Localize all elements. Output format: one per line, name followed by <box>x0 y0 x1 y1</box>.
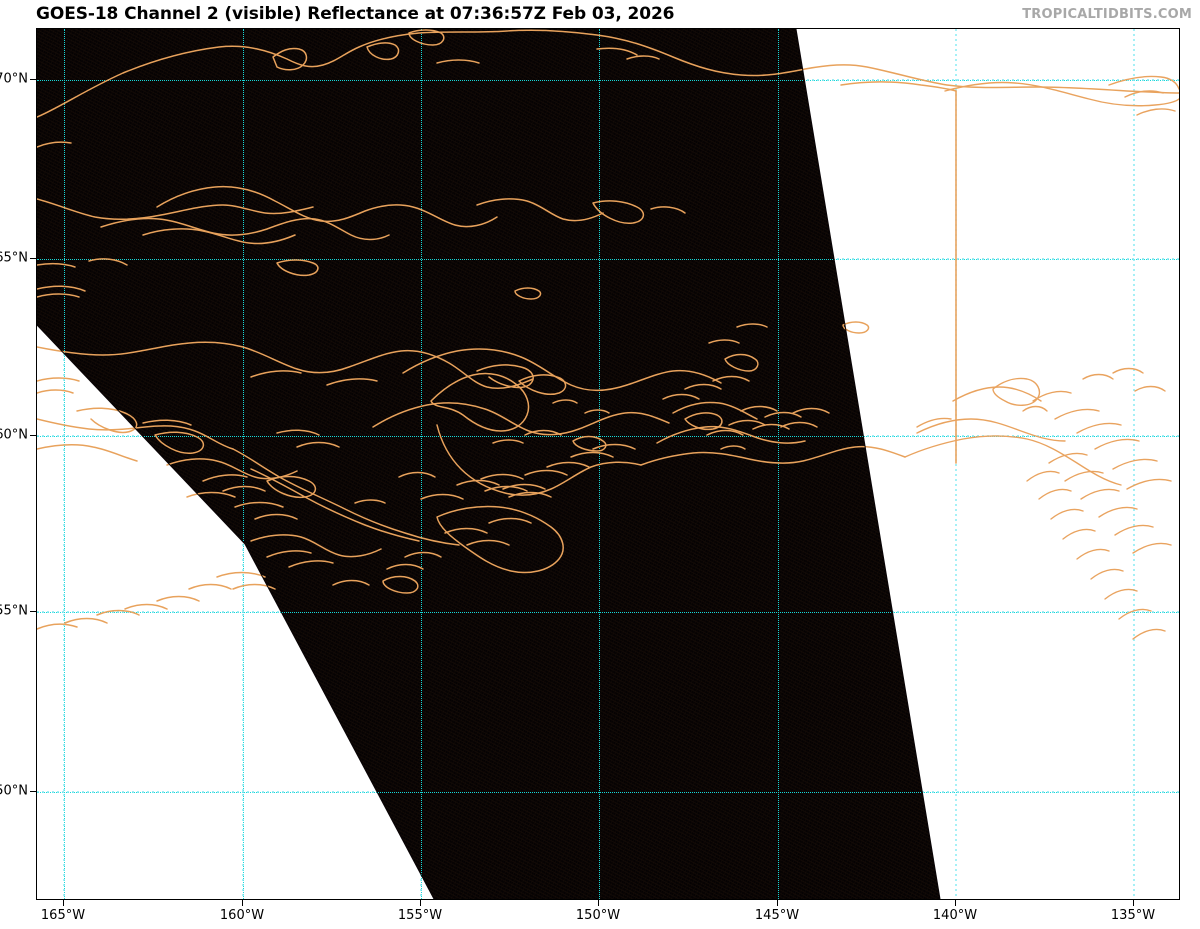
y-axis-label-70n: 70°N <box>0 71 28 87</box>
y-tick <box>30 611 36 612</box>
x-axis-label-160w: 160°W <box>219 908 265 923</box>
gridline-lon-160 <box>243 29 244 899</box>
y-tick <box>30 79 36 80</box>
x-tick <box>777 900 778 906</box>
terminator-line <box>37 29 941 899</box>
gridline-lat-50 <box>37 792 1179 793</box>
x-tick <box>955 900 956 906</box>
map-plot-area[interactable] <box>36 28 1180 900</box>
coastline-overlay <box>37 29 1179 640</box>
gridline-lon-155 <box>421 29 422 899</box>
y-axis-label-55n: 55°N <box>0 603 28 619</box>
page-title: GOES-18 Channel 2 (visible) Reflectance … <box>36 4 675 24</box>
gridline-lat-60 <box>37 436 1179 437</box>
y-axis-label-50n: 50°N <box>0 783 28 799</box>
x-axis-label-135w: 135°W <box>1110 908 1156 923</box>
gridline-lat-55 <box>37 612 1179 613</box>
y-axis-label-65n: 65°N <box>0 250 28 266</box>
x-axis-label-145w: 145°W <box>754 908 800 923</box>
x-axis-label-165w: 165°W <box>40 908 86 923</box>
x-tick <box>420 900 421 906</box>
x-axis-label-155w: 155°W <box>397 908 443 923</box>
x-tick <box>598 900 599 906</box>
map-canvas <box>37 29 1179 899</box>
gridline-lat-65 <box>37 259 1179 260</box>
x-axis-label-140w: 140°W <box>932 908 978 923</box>
x-axis-label-150w: 150°W <box>575 908 621 923</box>
watermark-label: TROPICALTIDBITS.COM <box>1022 7 1192 22</box>
x-tick <box>1133 900 1134 906</box>
x-tick <box>63 900 64 906</box>
y-tick <box>30 258 36 259</box>
header-bar: GOES-18 Channel 2 (visible) Reflectance … <box>0 0 1200 28</box>
y-axis-label-60n: 60°N <box>0 427 28 443</box>
y-tick <box>30 435 36 436</box>
gridline-lat-70 <box>37 80 1179 81</box>
x-tick <box>242 900 243 906</box>
gridline-lon-145 <box>778 29 779 899</box>
y-tick <box>30 791 36 792</box>
